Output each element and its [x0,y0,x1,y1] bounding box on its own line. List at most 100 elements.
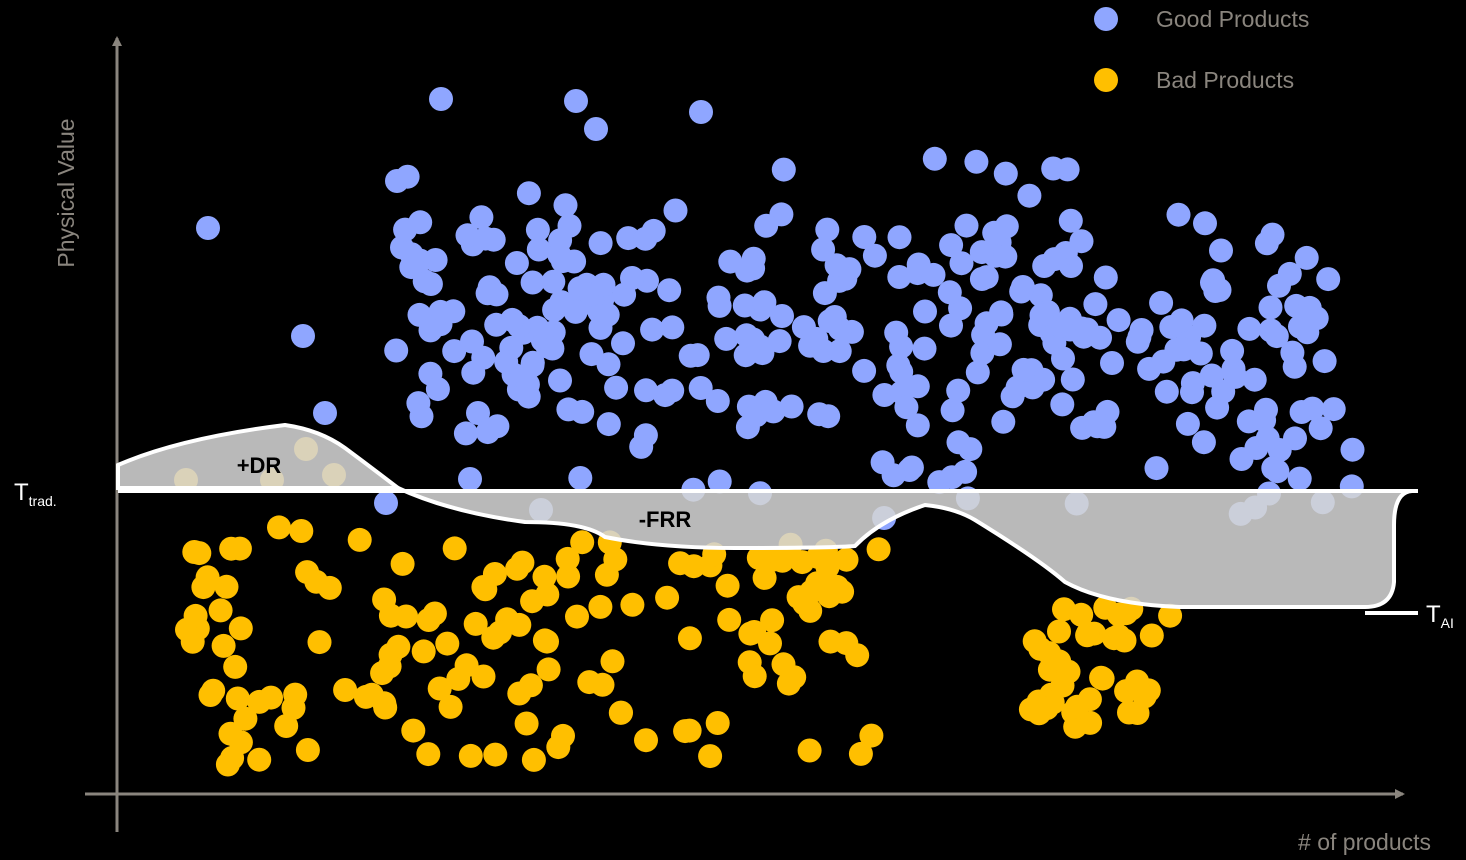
good-product-point [541,269,566,294]
bad-product-point [859,723,884,748]
good-product-point [937,280,962,305]
good-product-point [1300,396,1325,421]
bad-product-point [1139,623,1164,648]
bad-product-point [225,686,250,711]
bad-product-point [214,574,239,599]
good-product-point [461,360,486,385]
good-product-point [705,389,730,413]
bad-product-point [698,744,723,769]
good-product-point [504,251,529,275]
good-product-point [455,223,480,248]
bad-product-point [458,743,483,768]
good-product-point [663,198,688,223]
good-product-point [754,213,779,238]
bad-product-point [565,604,589,629]
good-product-point [964,149,989,174]
ai-threshold-main: T [1426,601,1441,628]
bad-product-point [577,670,602,695]
good-product-point [500,307,525,332]
bad-product-point [438,694,463,719]
good-product-point [894,395,919,420]
bad-product-point [401,718,426,743]
frr-annotation: -FRR [639,507,692,532]
good-product-point [570,399,595,424]
traditional-threshold-main: T [14,479,29,506]
bad-product-point [834,631,859,656]
bad-product-point [427,676,452,701]
good-product-point [946,430,971,455]
good-product-point [1151,349,1176,374]
bad-product-point [717,607,742,632]
good-product-point [475,420,500,445]
good-product-point [418,318,443,343]
good-product-point [714,326,739,351]
good-product-point [515,372,540,397]
bad-product-point [792,591,817,616]
bad-product-point [848,741,873,766]
good-product-point [991,409,1016,434]
bad-product-point [233,706,258,731]
good-product-point [1242,367,1267,392]
good-product-point [588,231,613,256]
legend: Good Products Bad Products [1094,6,1309,93]
good-product-point [1255,426,1280,451]
good-product-point [993,161,1018,186]
good-product-point [974,311,999,336]
bad-product-point [507,612,532,637]
legend-bad-label: Bad Products [1156,67,1294,93]
good-product-point [678,343,703,368]
bad-product-point [259,685,283,710]
good-products-series [196,87,1365,530]
good-product-point [1294,245,1319,270]
good-product-point [1237,316,1262,341]
legend-good-label: Good Products [1156,6,1309,32]
bad-product-point [386,634,411,659]
bad-product-point [378,603,403,628]
bad-product-point [307,630,332,655]
bad-product-point [521,747,546,772]
bad-product-point [532,564,557,589]
bad-product-point [705,711,730,735]
bad-product-point [1125,669,1150,694]
good-product-point [949,251,974,276]
good-product-point [313,401,337,425]
good-product-point [1127,325,1152,350]
good-product-point [660,315,685,340]
bad-product-point [715,573,740,598]
bad-product-point [634,728,658,753]
good-product-point [1220,338,1245,363]
good-product-point [1205,395,1230,420]
good-product-point [1169,308,1194,333]
y-axis-label: Physical Value [53,118,79,267]
good-product-point [1011,357,1036,382]
bad-product-point [758,631,782,656]
good-product-point [733,343,758,368]
good-product-point [579,342,604,367]
good-product-point [965,360,990,385]
good-product-point [752,290,777,315]
good-product-point [1282,354,1307,379]
good-product-point [707,293,732,318]
good-product-point [905,413,930,438]
dr-annotation: +DR [237,453,282,478]
ai-threshold-sub: AI [1441,615,1454,631]
bad-product-point [1047,619,1071,644]
good-product-point [732,293,757,318]
good-product-point [1308,416,1333,441]
bad-product-point [195,565,220,590]
bad-product-point [546,735,571,760]
good-product-point [770,304,794,328]
good-product-point [640,317,665,342]
bad-product-point [1158,603,1183,628]
good-product-point [1175,411,1200,436]
good-product-point [1193,211,1217,236]
bad-product-point [182,540,207,564]
bad-product-point [1037,641,1062,666]
good-product-point [481,227,506,252]
good-product-point [1261,456,1286,481]
bad-product-point [1069,602,1094,627]
good-product-point [946,378,971,403]
good-product-point [906,252,931,277]
bad-product-point [183,603,208,628]
legend-good-marker [1094,7,1118,31]
